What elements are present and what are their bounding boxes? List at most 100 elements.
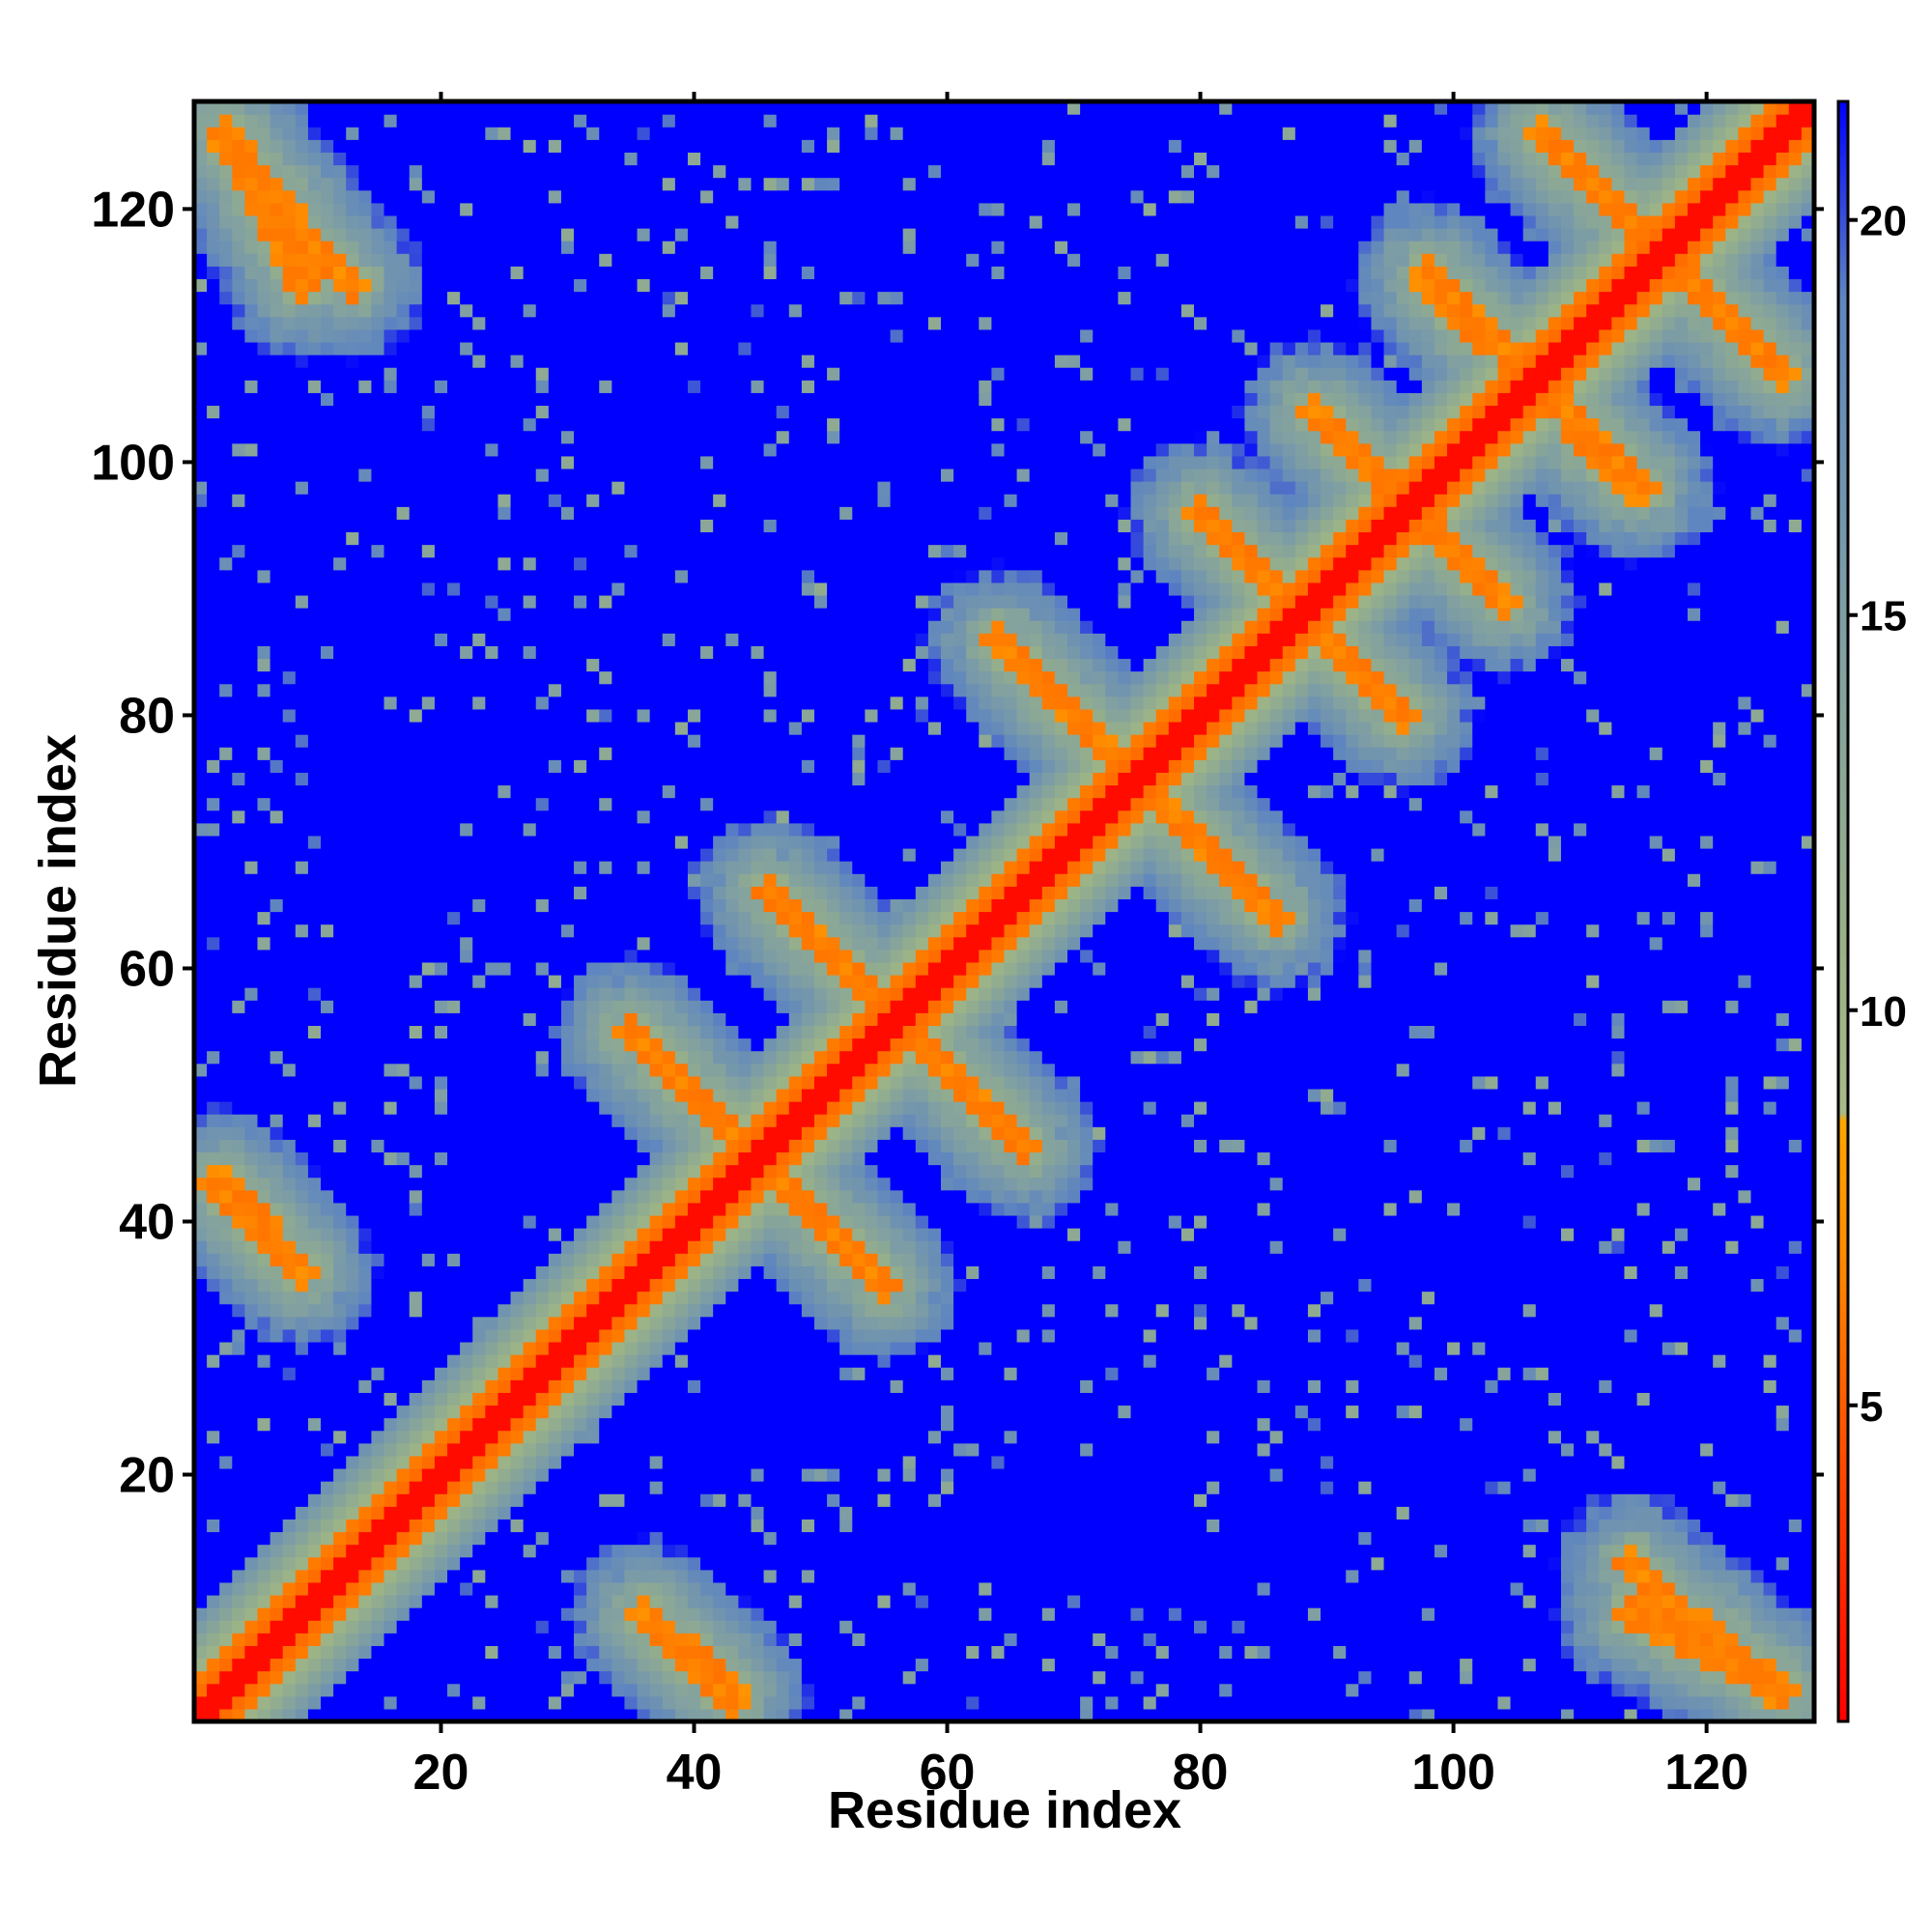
heatmap-cell [611,355,626,368]
heatmap-cell [219,1430,233,1444]
heatmap-cell [649,405,664,419]
heatmap-cell [219,886,233,899]
heatmap-cell [510,278,525,293]
heatmap-cell [244,1000,259,1013]
heatmap-cell [472,797,486,811]
heatmap-cell [548,127,562,140]
heatmap-cell [194,759,208,773]
heatmap-cell [295,1467,309,1482]
heatmap-cell [421,139,436,153]
heatmap-cell [460,164,473,179]
heatmap-cell [460,202,473,216]
heatmap-cell [624,253,639,267]
heatmap-cell [244,1493,259,1507]
heatmap-cell [674,949,689,963]
heatmap-cell [472,1354,486,1368]
heatmap-cell [637,835,651,849]
heatmap-cell [396,1228,411,1241]
heatmap-cell [194,164,208,179]
heatmap-cell [662,708,676,723]
heatmap-cell [649,164,664,179]
heatmap-cell [472,861,486,874]
heatmap-cell [409,987,423,1001]
heatmap-cell [649,936,664,951]
heatmap-cell [624,392,639,407]
heatmap-cell [586,1202,600,1216]
heatmap-cell [270,1493,284,1507]
heatmap-cell [307,1012,322,1027]
heatmap-cell [232,544,245,558]
heatmap-cell [232,531,245,546]
heatmap-cell [194,177,208,191]
heatmap-cell [321,506,334,520]
heatmap-cell [586,759,600,773]
heatmap-cell [434,708,448,723]
heatmap-cell [295,1645,309,1660]
heatmap-cell [384,481,398,495]
heatmap-cell [409,253,423,267]
heatmap-cell [346,202,359,216]
heatmap-cell [371,1695,385,1710]
heatmap-cell [244,114,259,128]
heatmap-cell [560,214,575,229]
heatmap-cell [510,1544,525,1558]
heatmap-cell [599,1442,612,1457]
heatmap-cell [497,582,512,596]
heatmap-cell [510,1455,525,1469]
heatmap-cell [384,1405,398,1419]
heatmap-cell [307,1417,322,1432]
heatmap-cell [485,355,499,368]
heatmap-cell [535,633,550,646]
heatmap-cell [523,544,537,558]
heatmap-cell [409,202,423,216]
heatmap-cell [611,1670,626,1685]
heatmap-cell [219,494,233,507]
heatmap-cell [434,392,448,407]
heatmap-cell [232,189,245,204]
heatmap-cell [358,1506,373,1520]
heatmap-cell [674,1139,689,1153]
heatmap-cell [232,1620,245,1634]
heatmap-cell [485,506,499,520]
heatmap-cell [599,1708,612,1722]
heatmap-cell [674,1708,689,1722]
heatmap-cell [396,442,411,457]
heatmap-cell [307,721,322,735]
heatmap-cell [194,341,208,355]
heatmap-cell [548,1278,562,1293]
heatmap-cell [232,1341,245,1355]
heatmap-cell [307,987,322,1001]
heatmap-cell [460,291,473,305]
heatmap-cell [447,556,461,571]
heatmap-cell [282,1037,297,1052]
heatmap-cell [637,544,651,558]
heatmap-cell [194,1506,208,1520]
heatmap-cell [371,911,385,925]
heatmap-cell [611,1594,626,1608]
heatmap-cell [649,1455,664,1469]
heatmap-cell [232,772,245,786]
heatmap-cell [649,861,664,874]
heatmap-cell [460,1392,473,1406]
heatmap-cell [358,114,373,128]
heatmap-cell [447,278,461,293]
heatmap-cell [207,1367,220,1380]
heatmap-cell [333,1000,347,1013]
heatmap-cell [460,873,473,887]
heatmap-cell [624,1556,639,1571]
heatmap-cell [421,1569,436,1583]
heatmap-cell [649,1240,664,1254]
heatmap-cell [472,1202,486,1216]
heatmap-cell [510,442,525,457]
heatmap-cell [421,328,436,343]
heatmap-cell [333,987,347,1001]
heatmap-cell [460,1645,473,1660]
heatmap-cell [535,1594,550,1608]
heatmap-cell [599,1354,612,1368]
heatmap-cell [523,1367,537,1380]
heatmap-cell [674,164,689,179]
heatmap-cell [244,266,259,280]
heatmap-cell [548,759,562,773]
heatmap-cell [649,1417,664,1432]
heatmap-cell [637,898,651,913]
